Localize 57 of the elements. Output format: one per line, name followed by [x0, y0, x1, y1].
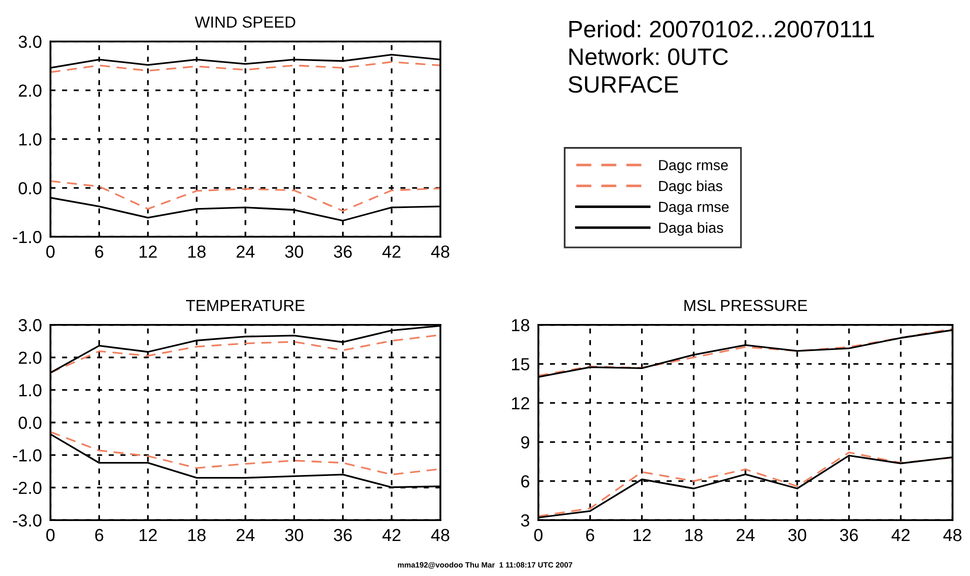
x-tick-label: 42: [382, 246, 400, 258]
x-tick-label: 0: [46, 528, 55, 542]
y-tick-label: 15: [512, 358, 530, 370]
text: SURFACE: [568, 76, 678, 93]
y-tick-label: 2.0: [18, 352, 42, 364]
y-tick-label: -3.0: [12, 514, 42, 527]
x-tick-label: 6: [586, 528, 594, 542]
y-tick-label: -1.0: [12, 230, 42, 244]
x-tick-label: 36: [840, 528, 858, 542]
y-tick-label: 2.0: [18, 84, 42, 97]
x-tick-label: 12: [140, 528, 157, 542]
x-tick-label: 36: [334, 528, 352, 542]
y-tick-label: -1.0: [12, 449, 42, 462]
legend-label: Dagc bias: [659, 180, 722, 194]
line-series: [50, 180, 440, 212]
y-tick-label: 3.0: [18, 36, 42, 48]
legend-label: Dagc rmse: [659, 160, 728, 174]
y-tick-label: 1.0: [19, 133, 42, 146]
y-tick-label: 3.0: [18, 319, 42, 332]
chart-title: TEMPERATURE: [186, 300, 304, 312]
x-tick-label: 0: [534, 528, 542, 542]
chart-title: MSL PRESSURE: [684, 300, 808, 312]
x-tick-label: 36: [334, 246, 352, 258]
y-tick-label: 6: [521, 475, 530, 488]
x-tick-label: 48: [943, 528, 962, 542]
y-tick-label: 9: [521, 436, 530, 448]
x-tick-label: 48: [431, 246, 450, 258]
x-tick-label: 6: [95, 246, 104, 258]
text: Network: 0UTC: [569, 48, 728, 66]
x-tick-label: 30: [285, 528, 304, 542]
y-tick-label: 3: [521, 514, 530, 527]
text: Period: 20070102...20070111: [569, 20, 874, 38]
y-tick-label: 12: [512, 397, 530, 410]
y-tick-label: 18: [512, 319, 530, 332]
x-tick-label: 42: [892, 528, 910, 542]
x-tick-label: 12: [140, 246, 157, 258]
y-tick-label: 1.0: [19, 384, 42, 396]
line-series: [50, 61, 440, 74]
y-tick-label: 0.0: [18, 182, 42, 194]
x-tick-label: 24: [236, 246, 255, 258]
x-tick-label: 24: [736, 528, 755, 542]
y-tick-label: 0.0: [18, 416, 42, 429]
x-tick-label: 24: [236, 528, 255, 542]
chart-title: WIND SPEED: [194, 16, 296, 28]
x-tick-label: 30: [285, 246, 304, 258]
y-tick-label: -2.0: [12, 482, 42, 494]
x-tick-label: 0: [46, 246, 55, 258]
x-tick-label: 48: [431, 528, 450, 542]
x-tick-label: 6: [95, 528, 104, 542]
x-tick-label: 12: [634, 528, 651, 542]
legend-label: Daga rmse: [659, 202, 729, 215]
x-tick-label: 30: [788, 528, 806, 542]
x-tick-label: 18: [188, 528, 206, 542]
x-tick-label: 42: [382, 528, 400, 542]
x-tick-label: 18: [188, 246, 206, 258]
legend-label: Daga bias: [659, 222, 724, 236]
x-tick-label: 18: [685, 528, 703, 542]
